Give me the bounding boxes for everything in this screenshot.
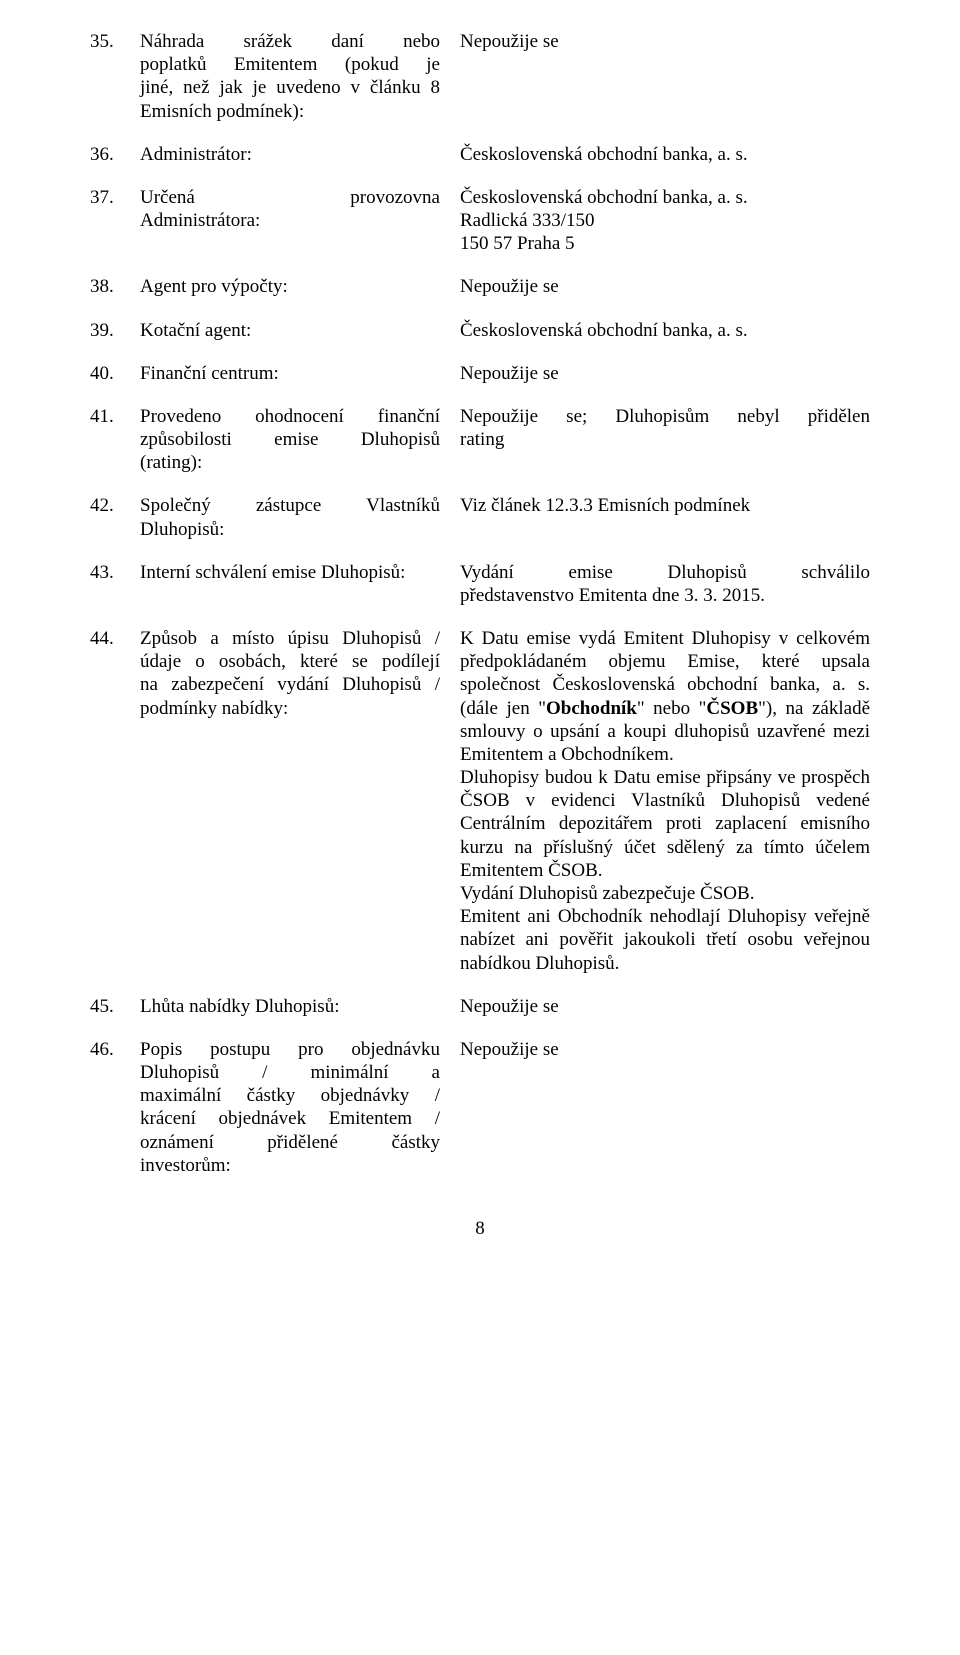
item-number: 38. xyxy=(90,275,140,298)
value-p4: Emitent ani Obchodník nehodlají Dluhopis… xyxy=(460,905,870,975)
item-number: 35. xyxy=(90,30,140,53)
item-number: 45. xyxy=(90,995,140,1018)
item-value: Viz článek 12.3.3 Emisních podmínek xyxy=(460,494,870,517)
item-value: Vydání emise Dluhopisů schválilo předsta… xyxy=(460,561,870,607)
label-line2: Administrátora: xyxy=(140,209,440,232)
item-41: 41. Provedeno ohodnocení finanční způsob… xyxy=(90,405,870,475)
item-value: K Datu emise vydá Emitent Dluhopisy v ce… xyxy=(460,627,870,975)
item-38: 38. Agent pro výpočty: Nepoužije se xyxy=(90,275,870,298)
value-p3: Vydání Dluhopisů zabezpečuje ČSOB. xyxy=(460,882,870,905)
item-label: Způsob a místo úpisu Dluhopisů / údaje o… xyxy=(140,627,460,720)
item-label: Agent pro výpočty: xyxy=(140,275,460,298)
value-line3: 150 57 Praha 5 xyxy=(460,232,870,255)
item-46: 46. Popis postupu pro objednávku Dluhopi… xyxy=(90,1038,870,1177)
item-value: Československá obchodní banka, a. s. xyxy=(460,143,870,166)
item-number: 37. xyxy=(90,186,140,209)
value-p2: Dluhopisy budou k Datu emise připsány ve… xyxy=(460,766,870,882)
item-label: Společný zástupce Vlastníků Dluhopisů: xyxy=(140,494,460,540)
item-42: 42. Společný zástupce Vlastníků Dluhopis… xyxy=(90,494,870,540)
item-label: Lhůta nabídky Dluhopisů: xyxy=(140,995,460,1018)
item-value: Nepoužije se xyxy=(460,1038,870,1061)
item-45: 45. Lhůta nabídky Dluhopisů: Nepoužije s… xyxy=(90,995,870,1018)
item-number: 43. xyxy=(90,561,140,584)
item-label: Administrátor: xyxy=(140,143,460,166)
item-43: 43. Interní schválení emise Dluhopisů: V… xyxy=(90,561,870,607)
item-label: Provedeno ohodnocení finanční způsobilos… xyxy=(140,405,460,475)
item-35: 35. Náhrada srážek daní nebo poplatků Em… xyxy=(90,30,870,123)
item-value: Nepoužije se xyxy=(460,362,870,385)
item-label: Popis postupu pro objednávku Dluhopisů /… xyxy=(140,1038,460,1177)
value-p1: K Datu emise vydá Emitent Dluhopisy v ce… xyxy=(460,627,870,766)
page-number: 8 xyxy=(90,1217,870,1240)
item-39: 39. Kotační agent: Československá obchod… xyxy=(90,319,870,342)
item-number: 36. xyxy=(90,143,140,166)
item-value: Nepoužije se xyxy=(460,30,870,53)
item-number: 39. xyxy=(90,319,140,342)
item-36: 36. Administrátor: Československá obchod… xyxy=(90,143,870,166)
value-line1: Československá obchodní banka, a. s. xyxy=(460,186,870,209)
item-label: Náhrada srážek daní nebo poplatků Emiten… xyxy=(140,30,460,123)
item-label: Finanční centrum: xyxy=(140,362,460,385)
label-line1b: provozovna xyxy=(350,186,440,209)
item-number: 46. xyxy=(90,1038,140,1061)
value-line2: Radlická 333/150 xyxy=(460,209,870,232)
item-value: Nepoužije se xyxy=(460,275,870,298)
item-40: 40. Finanční centrum: Nepoužije se xyxy=(90,362,870,385)
label-line1a: Určená xyxy=(140,186,195,209)
item-value: Československá obchodní banka, a. s. Rad… xyxy=(460,186,870,256)
item-37: 37. Určená provozovna Administrátora: Če… xyxy=(90,186,870,256)
item-number: 42. xyxy=(90,494,140,517)
item-label: Interní schválení emise Dluhopisů: xyxy=(140,561,460,584)
item-label: Kotační agent: xyxy=(140,319,460,342)
item-value: Nepoužije se; Dluhopisům nebyl přidělen … xyxy=(460,405,870,451)
item-label: Určená provozovna Administrátora: xyxy=(140,186,460,232)
item-44: 44. Způsob a místo úpisu Dluhopisů / úda… xyxy=(90,627,870,975)
item-value: Československá obchodní banka, a. s. xyxy=(460,319,870,342)
item-number: 44. xyxy=(90,627,140,650)
item-number: 40. xyxy=(90,362,140,385)
item-number: 41. xyxy=(90,405,140,428)
item-value: Nepoužije se xyxy=(460,995,870,1018)
